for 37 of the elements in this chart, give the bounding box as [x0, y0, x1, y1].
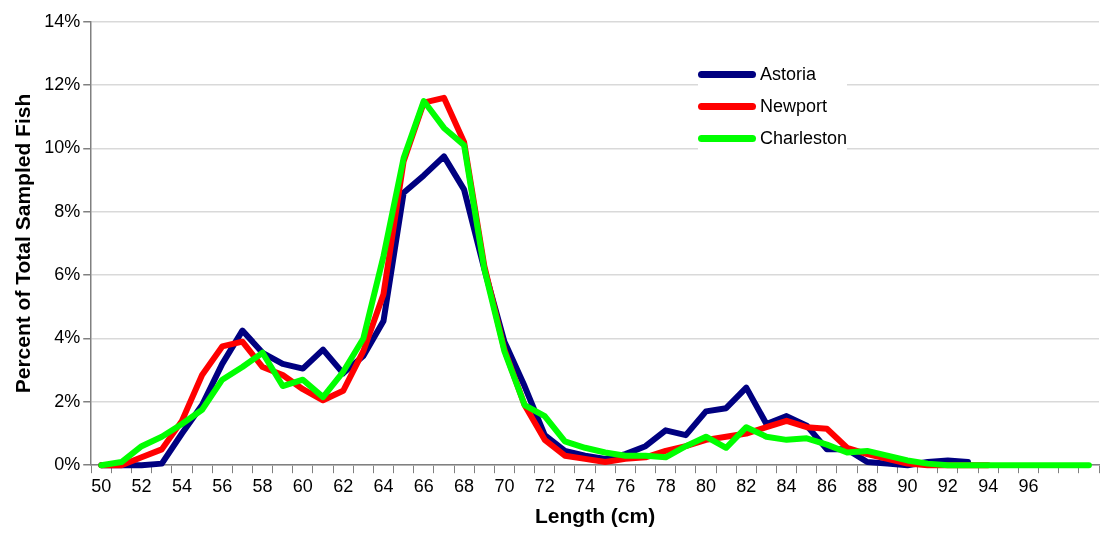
x-tick-label: 58: [252, 475, 273, 496]
x-tick-label: 74: [575, 475, 596, 496]
x-tick-label: 54: [171, 475, 192, 496]
x-tick-label: 90: [897, 475, 918, 496]
x-tick-label: 82: [736, 475, 757, 496]
x-tick-label: 84: [776, 475, 797, 496]
x-tick-label: 94: [978, 475, 999, 496]
y-tick-label: 14%: [44, 10, 81, 31]
x-tick-label: 96: [1018, 475, 1039, 496]
x-tick-label: 78: [655, 475, 676, 496]
x-tick-label: 62: [333, 475, 354, 496]
y-tick-label: 12%: [44, 74, 81, 95]
x-tick-label: 80: [695, 475, 716, 496]
y-tick-label: 8%: [54, 200, 81, 221]
legend-label: Charleston: [760, 127, 848, 149]
x-tick-label: 52: [131, 475, 152, 496]
y-tick-label: 2%: [54, 390, 81, 411]
x-tick-label: 68: [454, 475, 475, 496]
x-axis-title: Length (cm): [535, 504, 656, 528]
x-tick-label: 76: [615, 475, 636, 496]
legend-label: Newport: [760, 95, 828, 117]
x-tick-label: 92: [937, 475, 958, 496]
x-tick-label: 60: [292, 475, 313, 496]
x-tick-label: 88: [857, 475, 878, 496]
x-tick-label: 70: [494, 475, 515, 496]
legend-label: Astoria: [760, 63, 817, 85]
y-tick-label: 0%: [54, 454, 81, 475]
x-tick-label: 64: [373, 475, 394, 496]
y-tick-label: 4%: [54, 327, 81, 348]
y-tick-label: 6%: [54, 264, 81, 285]
x-tick-label: 72: [534, 475, 555, 496]
y-tick-label: 10%: [44, 137, 81, 158]
x-tick-label: 50: [91, 475, 112, 496]
x-tick-label: 66: [413, 475, 434, 496]
x-tick-label: 86: [816, 475, 837, 496]
x-tick-label: 56: [212, 475, 233, 496]
y-axis-title: Percent of Total Sampled Fish: [11, 93, 35, 394]
